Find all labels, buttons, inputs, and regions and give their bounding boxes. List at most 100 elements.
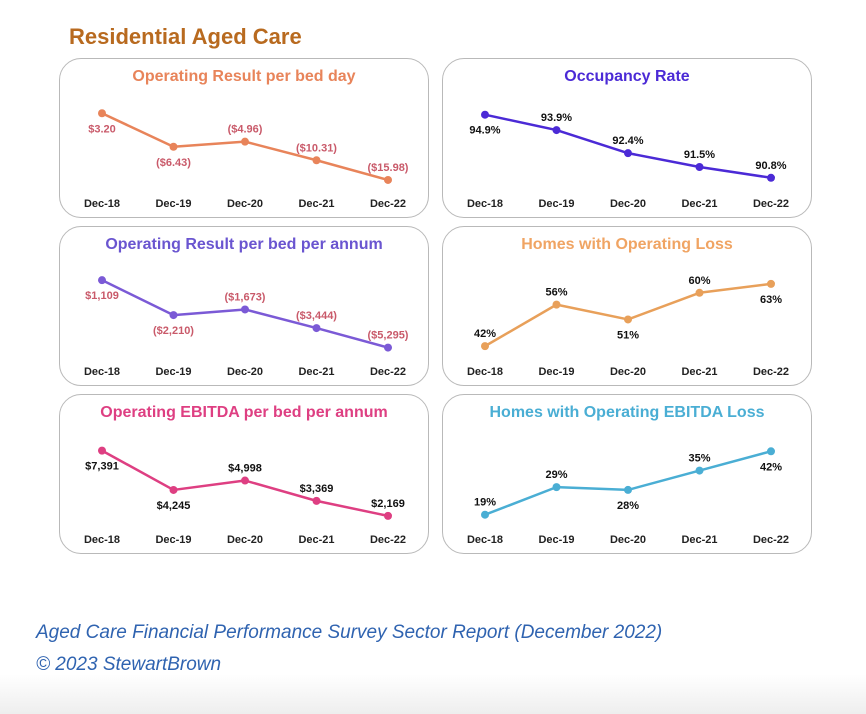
x-tick-label: Dec-21 (681, 198, 717, 210)
data-label: 29% (545, 469, 567, 481)
data-point (98, 446, 106, 455)
data-label: ($5,295) (368, 330, 409, 342)
data-point (98, 276, 106, 285)
data-label: $2,169 (371, 498, 405, 510)
chart-svg: 42% 56% 51% 60% 63% Dec-18 Dec-19 Dec-20 Dec-21 D… (467, 275, 789, 378)
data-label: 42% (760, 461, 782, 473)
data-label: $7,391 (85, 461, 119, 473)
x-tick-label: Dec-21 (298, 366, 334, 378)
data-point (169, 142, 178, 151)
data-point (384, 343, 392, 352)
data-point (384, 511, 392, 520)
x-tick-label: Dec-20 (610, 534, 646, 546)
data-point (695, 288, 704, 297)
chart-title: Homes with Operating Loss (521, 236, 733, 253)
data-label: 92.4% (612, 135, 643, 147)
chart-title: Operating EBITDA per bed per annum (100, 404, 388, 421)
data-label: 28% (617, 500, 639, 512)
x-tick-label: Dec-19 (538, 366, 574, 378)
data-label: 91.5% (684, 149, 715, 161)
chart-svg: $1,109 ($2,210) ($1,673) ($3,444) ($5,295) De… (84, 276, 409, 378)
data-point (241, 476, 249, 485)
chart-panel-homes-ebitda-loss: Homes with Operating EBITDA Loss 19% 29% 2… (442, 394, 812, 554)
data-point (767, 447, 775, 456)
data-point (481, 510, 489, 519)
x-tick-label: Dec-18 (467, 198, 503, 210)
data-point (312, 324, 321, 333)
chart-svg: $3.20 ($6.43) ($4.96) ($10.31) ($15.98) Dec-1… (84, 109, 409, 210)
data-label: ($3,444) (296, 310, 337, 322)
data-point (624, 315, 632, 324)
chart-panel-operating-result-bed-annum: Operating Result per bed per annum $1,10… (59, 226, 429, 386)
x-tick-label: Dec-18 (84, 198, 120, 210)
data-label: $4,245 (157, 500, 191, 512)
data-point (312, 496, 321, 505)
chart-svg: $7,391 $4,245 $4,998 $3,369 $2,169 Dec-18 Dec-… (84, 446, 406, 546)
data-point (695, 466, 704, 475)
footer-source: Aged Care Financial Performance Survey S… (36, 622, 663, 643)
data-label: $3.20 (88, 123, 116, 135)
chart-panel-occupancy-rate: Occupancy Rate 94.9% 93.9% 92.4% 91.5% 90.8%… (442, 58, 812, 218)
data-point (767, 279, 775, 288)
data-point (169, 485, 178, 494)
data-label: ($15.98) (368, 162, 409, 174)
data-point (384, 175, 392, 184)
data-label: 94.9% (469, 125, 500, 137)
data-label: $1,109 (85, 290, 119, 302)
data-point (481, 110, 489, 119)
data-label: $4,998 (228, 463, 262, 475)
data-label: ($4.96) (228, 124, 263, 136)
bottom-fade (0, 674, 866, 714)
data-point (481, 342, 489, 351)
chart-svg: 19% 29% 28% 35% 42% Dec-18 Dec-19 Dec-20 Dec-21 D… (467, 447, 789, 546)
data-point (98, 109, 106, 118)
x-tick-label: Dec-19 (155, 198, 191, 210)
x-tick-label: Dec-21 (298, 534, 334, 546)
data-label: 51% (617, 329, 639, 341)
data-label: 56% (545, 287, 567, 299)
x-tick-label: Dec-22 (370, 198, 406, 210)
x-tick-label: Dec-18 (467, 534, 503, 546)
x-tick-label: Dec-18 (84, 366, 120, 378)
data-point (241, 305, 249, 314)
chart-title: Operating Result per bed day (132, 68, 356, 85)
data-label: ($10.31) (296, 142, 337, 154)
data-label: 42% (474, 328, 496, 340)
x-tick-label: Dec-21 (681, 534, 717, 546)
x-tick-label: Dec-22 (753, 198, 789, 210)
data-label: $3,369 (300, 483, 334, 495)
series-line (101, 279, 389, 349)
x-tick-label: Dec-20 (227, 366, 263, 378)
chart-panel-homes-operating-loss: Homes with Operating Loss 42% 56% 51% 60% 63… (442, 226, 812, 386)
x-tick-label: Dec-21 (681, 366, 717, 378)
footer-copyright: © 2023 StewartBrown (36, 654, 222, 675)
page-title: Residential Aged Care (69, 24, 302, 49)
x-tick-label: Dec-22 (370, 534, 406, 546)
chart-panel-operating-result-bed-day: Operating Result per bed day $3.20 ($6.43… (59, 58, 429, 218)
data-label: ($2,210) (153, 325, 194, 337)
x-tick-label: Dec-22 (753, 534, 789, 546)
data-label: 19% (474, 497, 496, 509)
data-label: 35% (688, 453, 710, 465)
x-tick-label: Dec-21 (298, 198, 334, 210)
data-point (695, 163, 704, 171)
data-point (552, 126, 561, 135)
x-tick-label: Dec-20 (227, 198, 263, 210)
data-point (624, 485, 632, 494)
chart-title: Operating Result per bed per annum (105, 236, 383, 253)
chart-panel-ebitda-bed-annum: Operating EBITDA per bed per annum $7,39… (59, 394, 429, 554)
data-label: ($6.43) (156, 157, 191, 169)
x-tick-label: Dec-18 (84, 534, 120, 546)
x-tick-label: Dec-20 (227, 534, 263, 546)
data-label: 93.9% (541, 112, 572, 124)
x-tick-label: Dec-19 (538, 198, 574, 210)
data-label: 90.8% (755, 160, 786, 172)
data-point (312, 156, 321, 165)
chart-title: Occupancy Rate (564, 68, 690, 85)
x-tick-label: Dec-19 (538, 534, 574, 546)
x-tick-label: Dec-20 (610, 366, 646, 378)
data-point (624, 149, 632, 158)
x-tick-label: Dec-22 (753, 366, 789, 378)
x-tick-label: Dec-19 (155, 366, 191, 378)
chart-title: Homes with Operating EBITDA Loss (489, 404, 765, 421)
